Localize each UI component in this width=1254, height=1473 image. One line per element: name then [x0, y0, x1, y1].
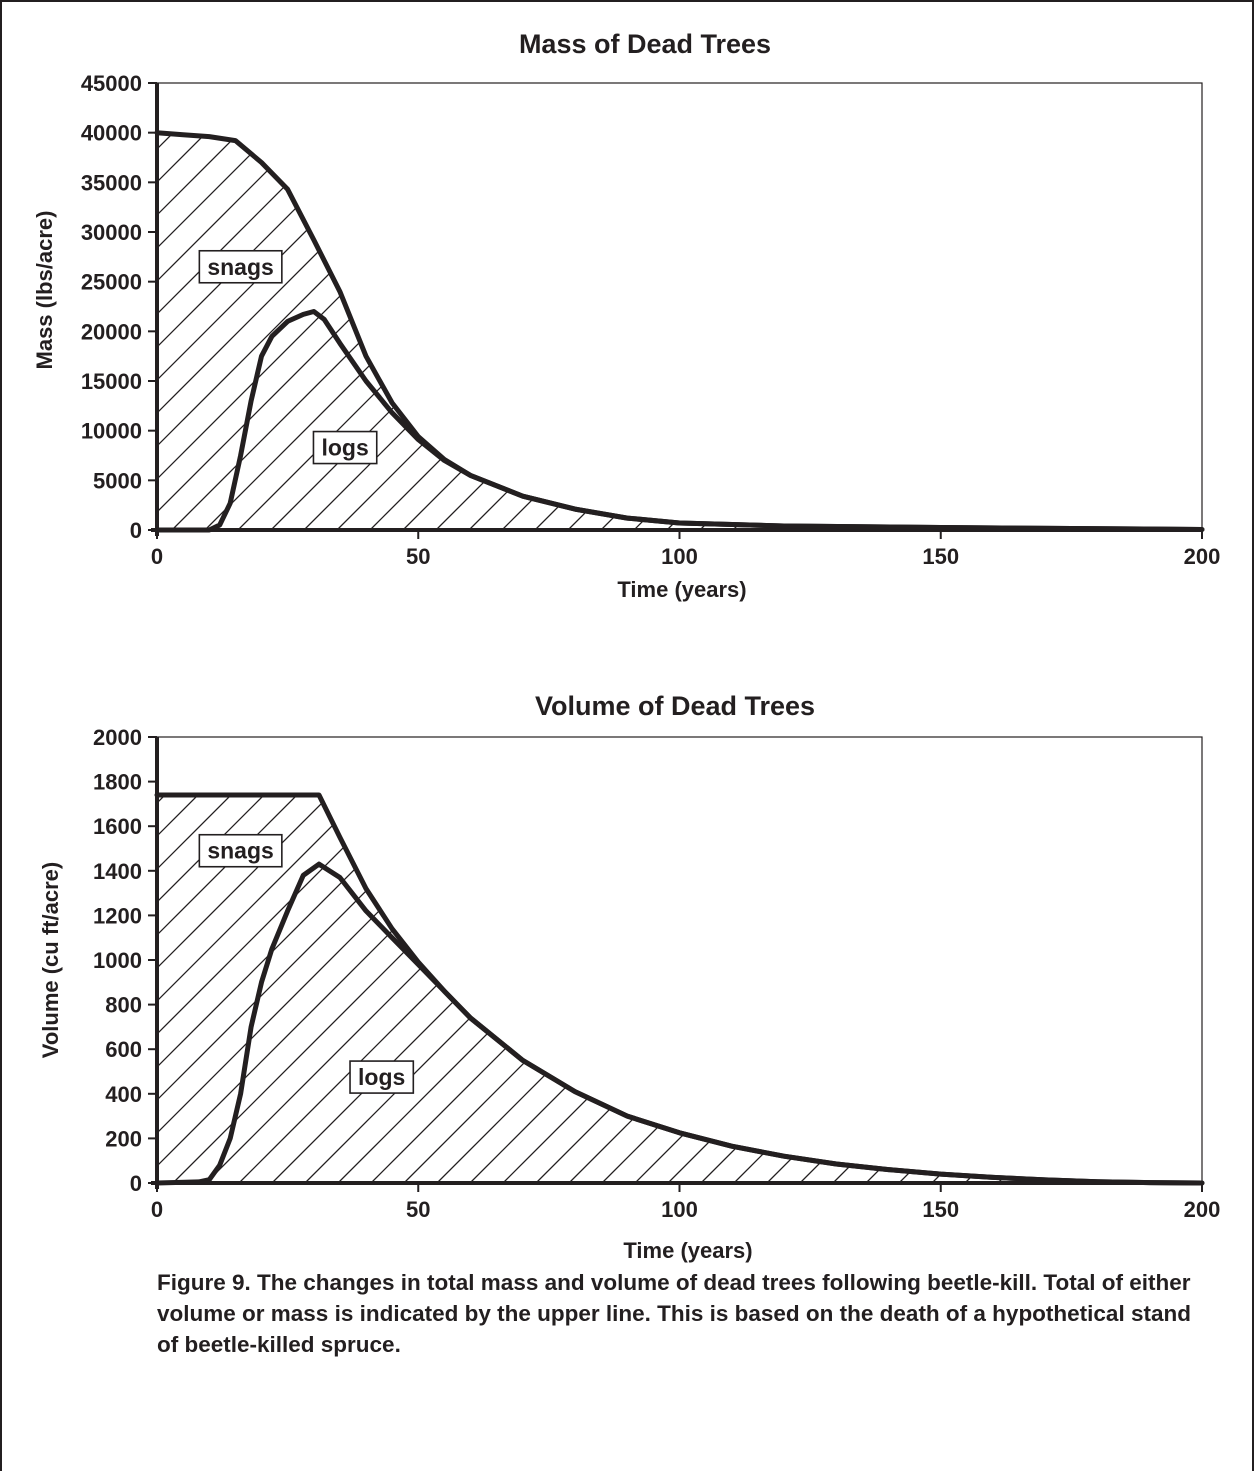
figure-caption: Figure 9. The changes in total mass and …	[157, 1270, 1191, 1357]
volume-chart-xlabel: Time (years)	[623, 1238, 752, 1263]
volume-label-logs: logs	[349, 1060, 415, 1094]
mass-y-tick-label: 35000	[81, 170, 142, 195]
volume-x-tick-label: 100	[661, 1197, 698, 1222]
volume-label-snags: snags	[198, 833, 283, 868]
mass-x-tick-label: 50	[406, 544, 430, 569]
mass-y-tick-label: 25000	[81, 270, 142, 295]
volume-x-tick-label: 50	[406, 1197, 430, 1222]
mass-y-tick-label: 10000	[81, 419, 142, 444]
mass-label-text: snags	[207, 254, 273, 280]
volume-label-text: logs	[358, 1064, 405, 1090]
volume-x-tick-label: 150	[922, 1197, 959, 1222]
volume-x-tick-label: 200	[1184, 1197, 1221, 1222]
volume-y-tick-label: 2000	[93, 725, 142, 750]
volume-chart-title: Volume of Dead Trees	[535, 691, 815, 721]
volume-chart-ylabel: Volume (cu ft/acre)	[38, 862, 63, 1058]
mass-chart: Mass of Dead Trees Time (years) Mass (lb…	[32, 29, 1221, 602]
mass-label-logs: logs	[312, 430, 378, 465]
mass-total-line	[154, 130, 1205, 532]
volume-y-tick-label: 800	[105, 993, 142, 1018]
mass-y-tick-label: 45000	[81, 71, 142, 96]
volume-logs-line	[154, 861, 1205, 1186]
volume-y-tick-label: 1800	[93, 770, 142, 795]
volume-plot-area	[156, 736, 1203, 1184]
volume-y-tick-label: 600	[105, 1037, 142, 1062]
mass-y-tick-label: 15000	[81, 369, 142, 394]
mass-label-snags: snags	[198, 249, 283, 284]
mass-y-tick-label: 30000	[81, 220, 142, 245]
mass-y-tick-label: 20000	[81, 319, 142, 344]
volume-y-tick-label: 200	[105, 1126, 142, 1151]
volume-y-tick-label: 1200	[93, 903, 142, 928]
mass-chart-xlabel: Time (years)	[617, 577, 746, 602]
volume-y-tick-label: 0	[130, 1171, 142, 1196]
volume-total-line	[154, 792, 1205, 1186]
volume-label-text: snags	[207, 838, 273, 864]
mass-x-tick-label: 150	[922, 544, 959, 569]
mass-y-tick-label: 5000	[93, 468, 142, 493]
volume-chart: Volume of Dead Trees Time (years) Volume…	[38, 691, 1221, 1263]
volume-y-tick-label: 1600	[93, 814, 142, 839]
volume-x-tick-label: 0	[151, 1197, 163, 1222]
mass-y-tick-label: 40000	[81, 121, 142, 146]
mass-logs-line	[154, 309, 1205, 533]
mass-label-text: logs	[321, 435, 368, 461]
mass-hatch-fill	[157, 132, 1202, 530]
mass-x-tick-label: 0	[151, 544, 163, 569]
mass-x-tick-label: 200	[1184, 544, 1221, 569]
mass-y-tick-label: 0	[130, 518, 142, 543]
volume-y-tick-label: 400	[105, 1082, 142, 1107]
mass-chart-title: Mass of Dead Trees	[519, 29, 771, 59]
mass-chart-ylabel: Mass (lbs/acre)	[32, 211, 57, 370]
mass-x-tick-label: 100	[661, 544, 698, 569]
volume-y-tick-label: 1000	[93, 948, 142, 973]
volume-y-tick-label: 1400	[93, 859, 142, 884]
